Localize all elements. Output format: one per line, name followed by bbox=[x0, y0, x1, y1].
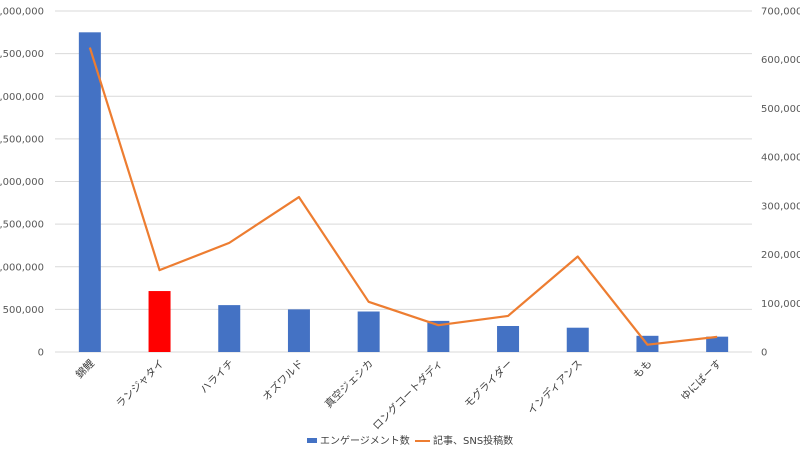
category-label: ハライチ bbox=[198, 358, 236, 396]
category-label: もも bbox=[631, 358, 654, 381]
bar bbox=[287, 309, 310, 352]
bar bbox=[148, 291, 171, 352]
bar bbox=[497, 325, 520, 352]
right-tick-label: 600,000 bbox=[761, 55, 800, 66]
left-tick-label: 1,000,000 bbox=[0, 262, 44, 273]
category-label: ランジャタイ bbox=[114, 358, 167, 411]
bar-series bbox=[78, 32, 729, 352]
right-tick-label: 100,000 bbox=[761, 299, 800, 310]
bar bbox=[566, 327, 589, 352]
category-label: ゆにばーす bbox=[679, 358, 725, 404]
legend: エンゲージメント数 記事、SNS投稿数 bbox=[307, 434, 513, 447]
category-label: オズワルド bbox=[260, 357, 306, 403]
legend-line-label: 記事、SNS投稿数 bbox=[433, 434, 513, 447]
line-path bbox=[88, 47, 718, 346]
left-axis-ticks: 0 500,000 1,000,000 1,500,000 2,000,000 2,500… bbox=[0, 7, 44, 359]
category-label: 真空ジェシカ bbox=[322, 357, 376, 411]
line-series bbox=[88, 47, 718, 346]
right-tick-label: 400,000 bbox=[761, 153, 800, 164]
bar bbox=[706, 336, 729, 352]
category-label: インディアンス bbox=[525, 357, 585, 417]
category-label: 錦鯉 bbox=[73, 357, 97, 381]
right-tick-label: 0 bbox=[761, 348, 767, 359]
right-axis-ticks: 0 100,000 200,000 300,000 400,000 500,000 600,… bbox=[761, 7, 800, 359]
bar bbox=[357, 311, 380, 352]
bar bbox=[78, 32, 101, 352]
category-label: モグライダー bbox=[462, 357, 515, 410]
legend-bar-swatch bbox=[307, 438, 317, 443]
left-tick-label: 1,500,000 bbox=[0, 220, 44, 231]
left-tick-label: 500,000 bbox=[3, 305, 44, 316]
bar bbox=[427, 320, 450, 352]
right-tick-label: 200,000 bbox=[761, 250, 800, 261]
left-tick-label: 4,000,000 bbox=[0, 7, 44, 18]
right-tick-label: 700,000 bbox=[761, 7, 800, 18]
right-tick-label: 500,000 bbox=[761, 104, 800, 115]
left-tick-label: 3,000,000 bbox=[0, 92, 44, 103]
left-tick-label: 2,500,000 bbox=[0, 134, 44, 145]
left-tick-label: 0 bbox=[38, 348, 44, 359]
category-label: ロングコートダディ bbox=[370, 357, 445, 432]
left-tick-label: 2,000,000 bbox=[0, 177, 44, 188]
legend-bar-label: エンゲージメント数 bbox=[320, 434, 410, 447]
right-tick-label: 300,000 bbox=[761, 201, 800, 212]
bar bbox=[218, 305, 241, 352]
left-tick-label: 3,500,000 bbox=[0, 49, 44, 60]
